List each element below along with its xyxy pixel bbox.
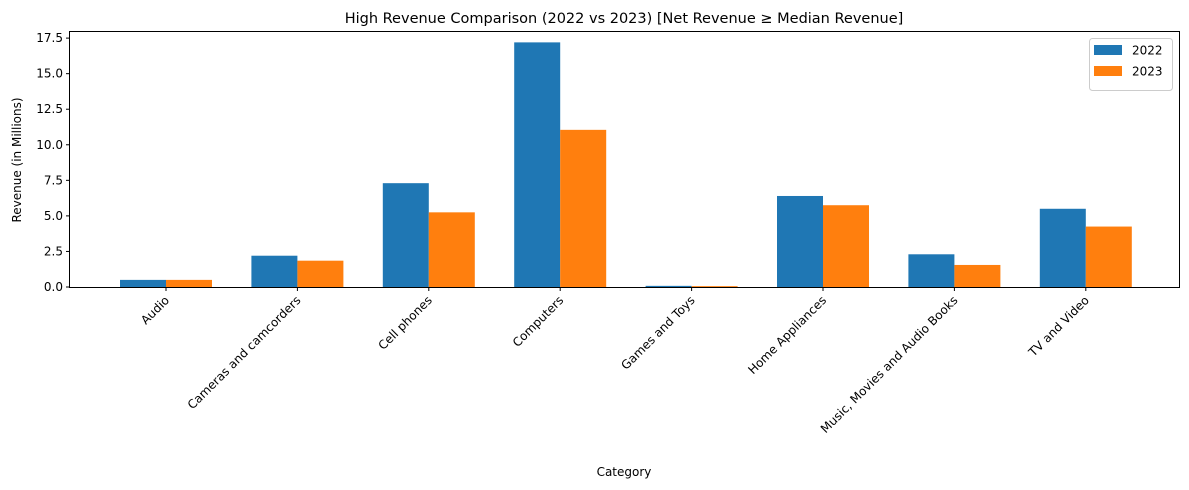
bar-2023 xyxy=(166,279,212,287)
bar-2022 xyxy=(120,279,166,287)
y-tick-label: 0.0 xyxy=(44,280,63,294)
plot-area: 0.0 2.5 5.0 7.5 10.0 12.5 15.0 17.5 Audio Camera… xyxy=(36,31,1180,436)
x-tick-label: Music, Movies and Audio Books xyxy=(818,293,961,436)
bar-2023 xyxy=(428,212,475,287)
x-tick-label: Audio xyxy=(138,293,172,327)
bar-2023 xyxy=(823,205,869,287)
legend-swatch-2023 xyxy=(1094,66,1122,76)
bar-2023 xyxy=(297,260,344,287)
x-tick-label: Home Appliances xyxy=(745,293,829,377)
legend-label: 2023 xyxy=(1132,65,1163,79)
y-axis: 0.0 2.5 5.0 7.5 10.0 12.5 15.0 17.5 xyxy=(36,31,70,294)
chart-title: High Revenue Comparison (2022 vs 2023) [… xyxy=(345,11,904,27)
bar-2022 xyxy=(1039,208,1086,287)
bar-2023 xyxy=(954,264,1001,287)
y-tick-label: 12.5 xyxy=(36,102,63,116)
bar-2023 xyxy=(560,129,607,287)
legend-label: 2022 xyxy=(1132,44,1163,58)
bar-2022 xyxy=(251,255,298,287)
y-tick-label: 2.5 xyxy=(44,244,63,258)
legend-swatch-2022 xyxy=(1094,45,1122,55)
plot-frame xyxy=(69,31,1180,288)
x-tick-label: Cameras and camcorders xyxy=(185,293,304,412)
bar-2022 xyxy=(645,285,692,287)
bar-2022 xyxy=(382,183,429,287)
bar-2023 xyxy=(691,286,738,287)
y-axis-title: Revenue (in Millions) xyxy=(10,97,24,222)
x-tick-label: Computers xyxy=(510,293,567,350)
x-tick-label: TV and Video xyxy=(1025,293,1092,360)
y-tick-label: 7.5 xyxy=(44,173,63,187)
y-tick-label: 5.0 xyxy=(44,209,63,223)
x-tick-label: Cell phones xyxy=(375,293,434,352)
bar-2022 xyxy=(777,195,823,287)
bar-2023 xyxy=(1085,226,1132,287)
y-tick-label: 15.0 xyxy=(36,67,63,81)
x-axis-title: Category xyxy=(597,465,652,479)
bar-2022 xyxy=(514,42,561,287)
x-axis: Audio Cameras and camcorders Cell phones Co… xyxy=(138,287,1092,436)
bars-group xyxy=(120,42,1132,287)
legend: 2022 2023 xyxy=(1089,38,1173,91)
x-tick-label: Games and Toys xyxy=(618,293,697,372)
y-tick-label: 10.0 xyxy=(36,138,63,152)
bar-2022 xyxy=(908,254,955,287)
y-tick-label: 17.5 xyxy=(36,31,63,45)
